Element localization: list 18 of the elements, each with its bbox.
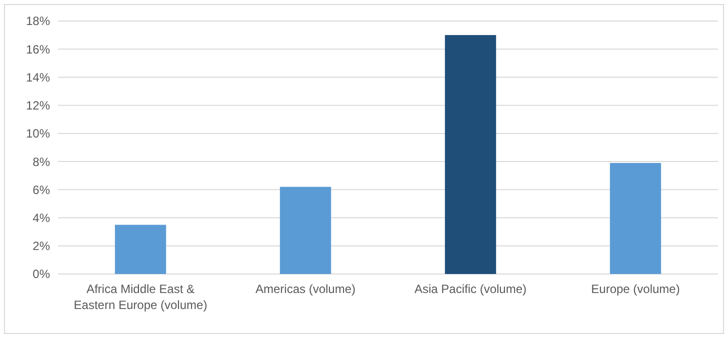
y-tick-label: 2% xyxy=(32,239,50,254)
x-tick-label: Europe (volume) xyxy=(591,282,680,296)
x-tick-label: Americas (volume) xyxy=(255,282,356,296)
y-tick-label: 14% xyxy=(26,70,50,84)
bar xyxy=(114,224,166,274)
x-tick-label: Asia Pacific (volume) xyxy=(414,282,527,296)
y-tick-label: 0% xyxy=(32,267,50,282)
bar xyxy=(444,35,496,274)
y-tick-label: 16% xyxy=(26,42,50,56)
y-tick-label: 8% xyxy=(32,154,50,169)
bar xyxy=(610,162,662,274)
y-tick-label: 6% xyxy=(32,182,50,197)
y-tick-label: 18% xyxy=(26,14,50,28)
y-tick-label: 12% xyxy=(26,98,50,113)
x-tick-label: Africa Middle East & Eastern Europe (volume) xyxy=(74,282,208,312)
y-tick-label: 4% xyxy=(32,210,50,225)
y-tick-label: 10% xyxy=(26,126,50,141)
bar xyxy=(280,186,332,274)
